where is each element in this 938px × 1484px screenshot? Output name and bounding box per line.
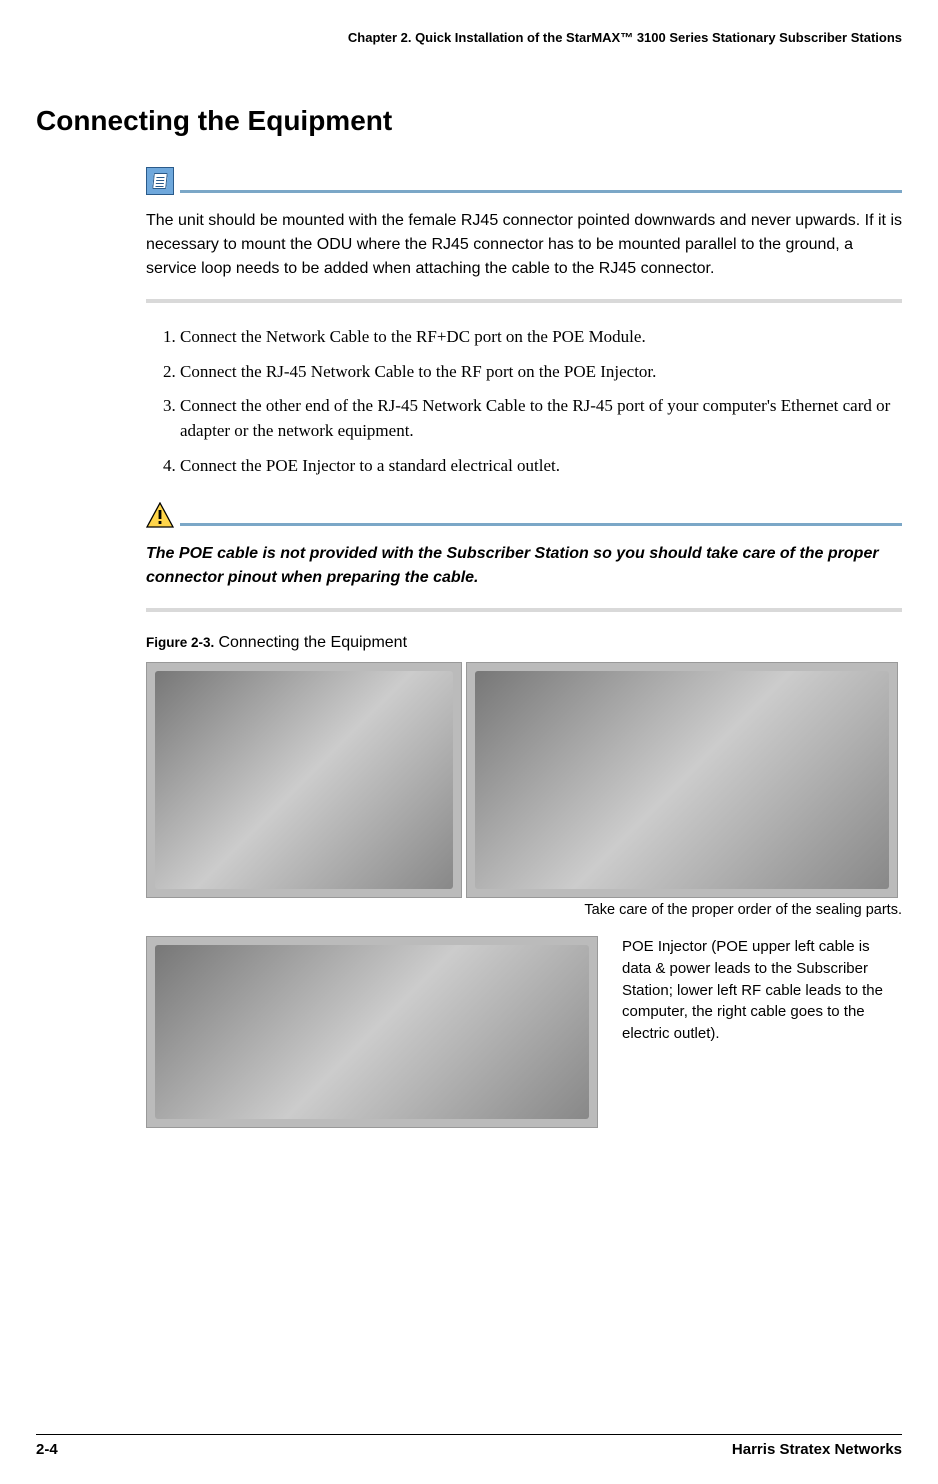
step-item: Connect the other end of the RJ-45 Netwo… bbox=[180, 394, 902, 443]
step-item: Connect the POE Injector to a standard e… bbox=[180, 454, 902, 479]
running-header: Chapter 2. Quick Installation of the Sta… bbox=[36, 30, 902, 45]
warning-rule-top bbox=[146, 502, 902, 528]
figure-caption-sealing: Take care of the proper order of the sea… bbox=[146, 902, 902, 918]
step-item: Connect the RJ-45 Network Cable to the R… bbox=[180, 360, 902, 385]
page-footer: 2-4 Harris Stratex Networks bbox=[36, 1434, 902, 1458]
figure-caption: Figure 2-3. Connecting the Equipment bbox=[146, 634, 902, 652]
step-item: Connect the Network Cable to the RF+DC p… bbox=[180, 325, 902, 350]
figure-row-1 bbox=[146, 662, 902, 898]
page-title: Connecting the Equipment bbox=[36, 105, 902, 137]
steps-list: Connect the Network Cable to the RF+DC p… bbox=[146, 325, 902, 478]
figure-photo-laptop bbox=[146, 662, 462, 898]
figure-caption-poe: POE Injector (POE upper left cable is da… bbox=[622, 936, 892, 1128]
footer-company: Harris Stratex Networks bbox=[732, 1441, 902, 1458]
note-icon bbox=[146, 167, 174, 195]
note-rule-top bbox=[146, 167, 902, 195]
note-rule-bottom bbox=[146, 299, 902, 303]
warning-body: The POE cable is not provided with the S… bbox=[146, 542, 902, 590]
note-body: The unit should be mounted with the fema… bbox=[146, 209, 902, 281]
footer-page-number: 2-4 bbox=[36, 1441, 58, 1458]
figure-photo-connector bbox=[466, 662, 898, 898]
warning-rule-bottom bbox=[146, 608, 902, 612]
warning-icon bbox=[146, 502, 174, 528]
figure-number: Figure 2-3. bbox=[146, 635, 214, 650]
note-divider bbox=[180, 190, 902, 193]
warning-divider bbox=[180, 523, 902, 526]
figure-photo-poe-injector bbox=[146, 936, 598, 1128]
figure-title: Connecting the Equipment bbox=[218, 634, 407, 651]
figure-row-2: POE Injector (POE upper left cable is da… bbox=[146, 936, 902, 1128]
